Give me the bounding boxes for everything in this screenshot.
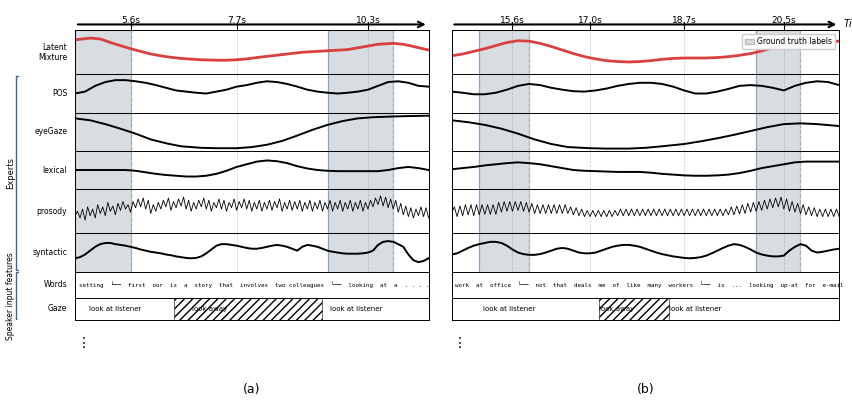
Bar [327, 74, 393, 113]
Text: (b): (b) [636, 383, 654, 396]
Bar [757, 151, 801, 189]
Bar [480, 234, 529, 272]
Text: look away: look away [192, 306, 227, 312]
Legend: Ground truth labels: Ground truth labels [742, 34, 836, 49]
Bar [75, 234, 130, 272]
Text: 20.5s: 20.5s [772, 16, 796, 25]
Text: 15.6s: 15.6s [500, 16, 525, 25]
Text: ⋮: ⋮ [453, 336, 467, 350]
Bar [480, 74, 529, 113]
Text: 17.0s: 17.0s [578, 16, 602, 25]
Text: Latent
Mixture: Latent Mixture [38, 42, 67, 62]
Text: 10.3s: 10.3s [355, 16, 380, 25]
Bar [75, 151, 130, 189]
Text: work  at  office  └──  not  that  deals  me  of  like  many  workers  └──  is  .: work at office └── not that deals me of … [456, 281, 852, 288]
Bar [75, 113, 130, 151]
Bar [480, 151, 529, 189]
Bar [174, 298, 322, 320]
Bar [327, 30, 393, 74]
Text: setting  └──  first  our  is  a  story  that  involves  two colleagues  └──  loo: setting └── first our is a story that in… [78, 281, 429, 288]
Text: 7.7s: 7.7s [227, 16, 246, 25]
Bar [75, 74, 130, 113]
Text: (a): (a) [243, 383, 261, 396]
Bar [327, 189, 393, 234]
Text: look away: look away [599, 306, 634, 312]
Text: look at listener: look at listener [330, 306, 382, 312]
Bar [327, 113, 393, 151]
Bar [75, 30, 130, 74]
Bar [327, 151, 393, 189]
Text: Gaze: Gaze [48, 304, 67, 314]
Bar [757, 30, 801, 74]
Bar [757, 113, 801, 151]
Bar [757, 189, 801, 234]
Bar [757, 74, 801, 113]
Bar [757, 234, 801, 272]
Text: lexical: lexical [43, 166, 67, 174]
Text: eyeGaze: eyeGaze [34, 127, 67, 136]
Text: Words: Words [43, 280, 67, 289]
Text: look at listener: look at listener [89, 306, 141, 312]
Text: 5.6s: 5.6s [121, 16, 140, 25]
Text: 18.7s: 18.7s [671, 16, 697, 25]
Text: look at listener: look at listener [482, 306, 535, 312]
Text: Speaker input features: Speaker input features [6, 252, 14, 340]
Text: syntactic: syntactic [32, 248, 67, 257]
Bar [599, 298, 669, 320]
Bar [480, 113, 529, 151]
Text: look at listener: look at listener [669, 306, 721, 312]
Text: ⋮: ⋮ [77, 336, 90, 350]
Bar [75, 189, 130, 234]
Bar [480, 30, 529, 74]
Bar [480, 189, 529, 234]
Text: prosody: prosody [37, 207, 67, 216]
Text: Experts: Experts [6, 157, 14, 189]
Text: POS: POS [52, 89, 67, 98]
Text: Time: Time [843, 20, 852, 30]
Bar [327, 234, 393, 272]
